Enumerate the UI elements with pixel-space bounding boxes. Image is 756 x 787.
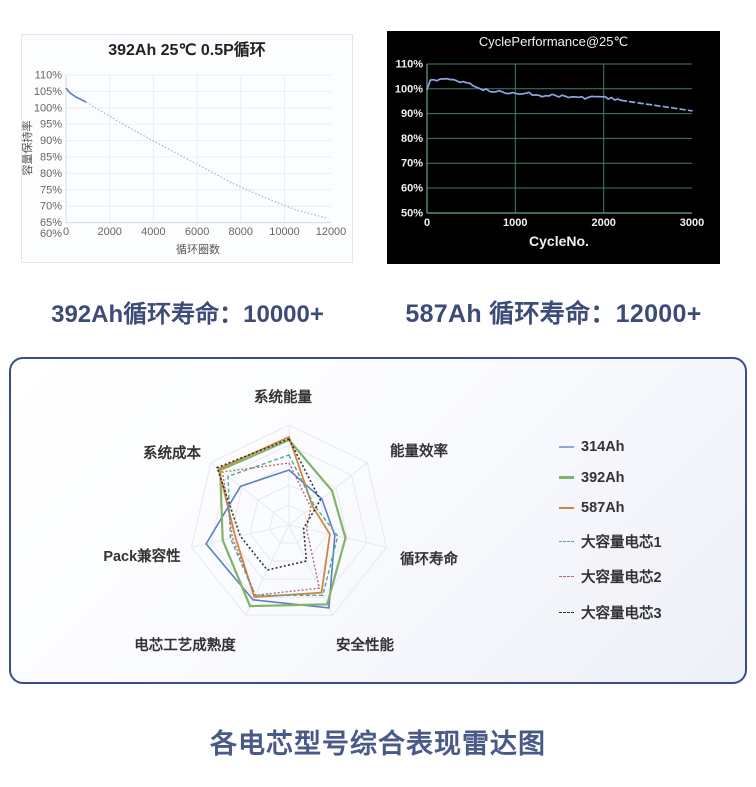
svg-text:循环圈数: 循环圈数 [176, 243, 220, 256]
svg-text:100%: 100% [395, 83, 423, 95]
svg-text:电芯工艺成熟度: 电芯工艺成熟度 [134, 636, 236, 654]
svg-text:80%: 80% [40, 168, 62, 180]
svg-text:2000: 2000 [591, 217, 615, 229]
svg-text:1000: 1000 [503, 217, 527, 229]
svg-text:60%: 60% [40, 228, 62, 240]
svg-text:110%: 110% [35, 70, 63, 82]
svg-text:90%: 90% [40, 135, 62, 147]
svg-text:Pack兼容性: Pack兼容性 [103, 547, 181, 565]
svg-text:10000: 10000 [269, 226, 300, 238]
svg-text:安全性能: 安全性能 [336, 636, 394, 654]
svg-text:100%: 100% [34, 102, 62, 114]
svg-text:95%: 95% [40, 119, 62, 131]
svg-text:2000: 2000 [97, 226, 121, 238]
svg-text:80%: 80% [401, 133, 423, 145]
svg-text:0: 0 [63, 226, 69, 238]
svg-text:系统能量: 系统能量 [254, 388, 312, 406]
svg-text:3000: 3000 [680, 217, 704, 229]
svg-text:12000: 12000 [316, 226, 347, 238]
svg-text:6000: 6000 [185, 226, 209, 238]
svg-text:8000: 8000 [229, 226, 253, 238]
svg-text:CycleNo.: CycleNo. [529, 233, 589, 249]
svg-text:85%: 85% [40, 152, 62, 164]
svg-text:110%: 110% [395, 59, 423, 71]
svg-text:105%: 105% [34, 86, 62, 98]
svg-text:4000: 4000 [141, 226, 165, 238]
svg-text:70%: 70% [40, 201, 62, 213]
svg-text:90%: 90% [401, 108, 423, 120]
svg-text:能量效率: 能量效率 [390, 442, 448, 460]
svg-text:75%: 75% [40, 184, 62, 196]
svg-text:0: 0 [424, 217, 430, 229]
svg-text:系统成本: 系统成本 [143, 444, 201, 462]
svg-text:50%: 50% [401, 208, 423, 220]
svg-text:60%: 60% [401, 183, 423, 195]
svg-text:容量保持率: 容量保持率 [22, 121, 34, 176]
svg-text:70%: 70% [401, 158, 423, 170]
svg-text:循环寿命: 循环寿命 [400, 550, 458, 568]
